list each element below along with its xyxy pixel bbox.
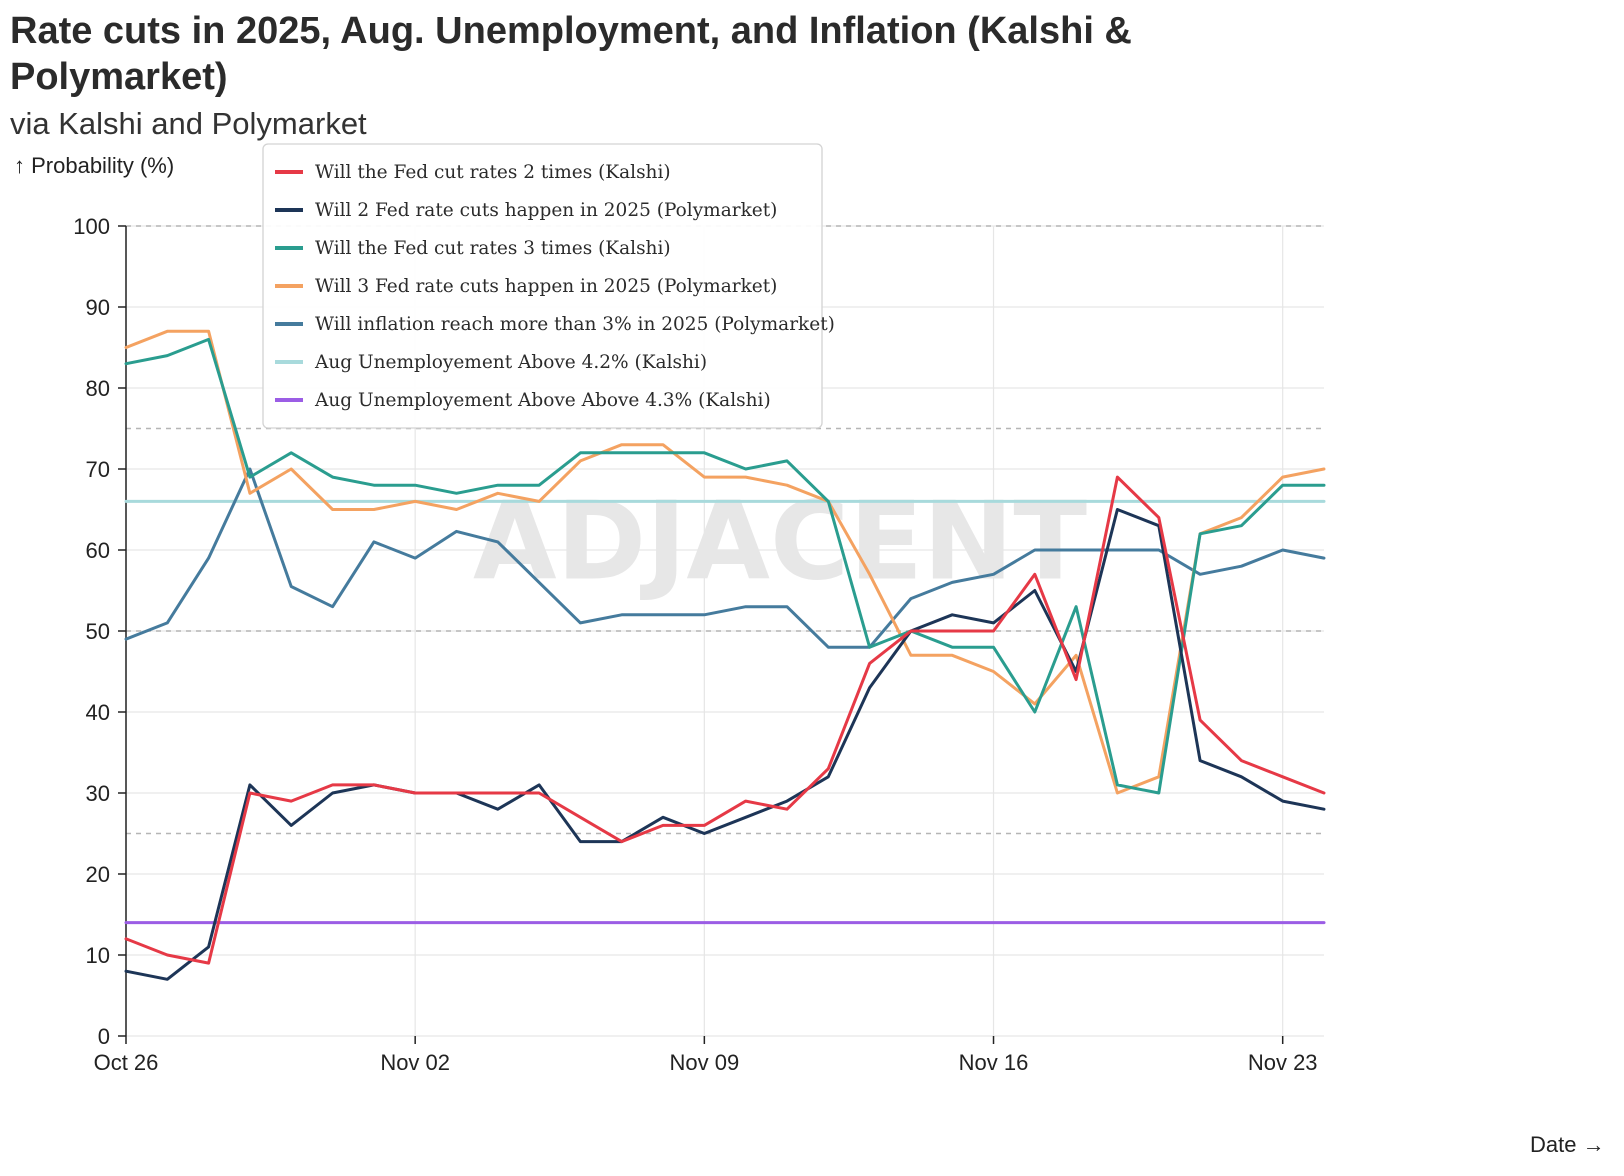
legend: Will the Fed cut rates 2 times (Kalshi) W… (262, 143, 835, 429)
x-tick-label: Nov 02 (380, 1050, 450, 1075)
y-tick-label: 70 (86, 457, 110, 482)
y-axis-label: ↑ Probability (%) (14, 153, 175, 178)
series-line (124, 467, 1326, 649)
series-lines (124, 329, 1326, 981)
legend-entry-label: Will inflation reach more than 3% in 202… (315, 314, 835, 335)
y-tick-label: 40 (86, 700, 110, 725)
chart-subtitle: via Kalshi and Polymarket (10, 106, 367, 141)
legend-entry-label: Will the Fed cut rates 2 times (Kalshi) (315, 162, 671, 183)
series-line (124, 508, 1326, 981)
x-tick-label: Nov 09 (669, 1050, 739, 1075)
series-line (124, 475, 1326, 965)
y-tick-label: 80 (86, 376, 110, 401)
y-tick-label: 50 (86, 619, 110, 644)
y-tick-label: 20 (86, 862, 110, 887)
series-line (124, 329, 1326, 795)
y-tick-label: 100 (73, 214, 110, 239)
legend-entry-label: Aug Unemployement Above Above 4.3% (Kals… (314, 390, 771, 411)
y-tick-label: 90 (86, 295, 110, 320)
watermark-text: ADJACENT (473, 479, 1087, 604)
series-line (124, 337, 1326, 795)
x-axis-label: Date → (1530, 1132, 1605, 1157)
x-tick-label: Oct 26 (94, 1050, 159, 1075)
legend-entry-label: Will the Fed cut rates 3 times (Kalshi) (315, 238, 671, 259)
y-tick-label: 60 (86, 538, 110, 563)
y-tick-label: 0 (98, 1024, 110, 1049)
x-tick-label: Nov 16 (959, 1050, 1029, 1075)
chart-title: Rate cuts in 2025, Aug. Unemployment, an… (10, 10, 1132, 98)
legend-box (262, 143, 823, 429)
legend-entry-label: Will 3 Fed rate cuts happen in 2025 (Pol… (315, 276, 777, 297)
y-tick-label: 30 (86, 781, 110, 806)
axes: 0 10 20 30 40 50 60 70 80 90 100 Oct 26 Nov 02 Nov 09… (73, 214, 1317, 1075)
legend-entry-label: Aug Unemployement Above 4.2% (Kalshi) (314, 352, 707, 373)
legend-entry-label: Will 2 Fed rate cuts happen in 2025 (Pol… (315, 200, 777, 221)
y-tick-label: 10 (86, 943, 110, 968)
x-tick-label: Nov 23 (1248, 1050, 1318, 1075)
